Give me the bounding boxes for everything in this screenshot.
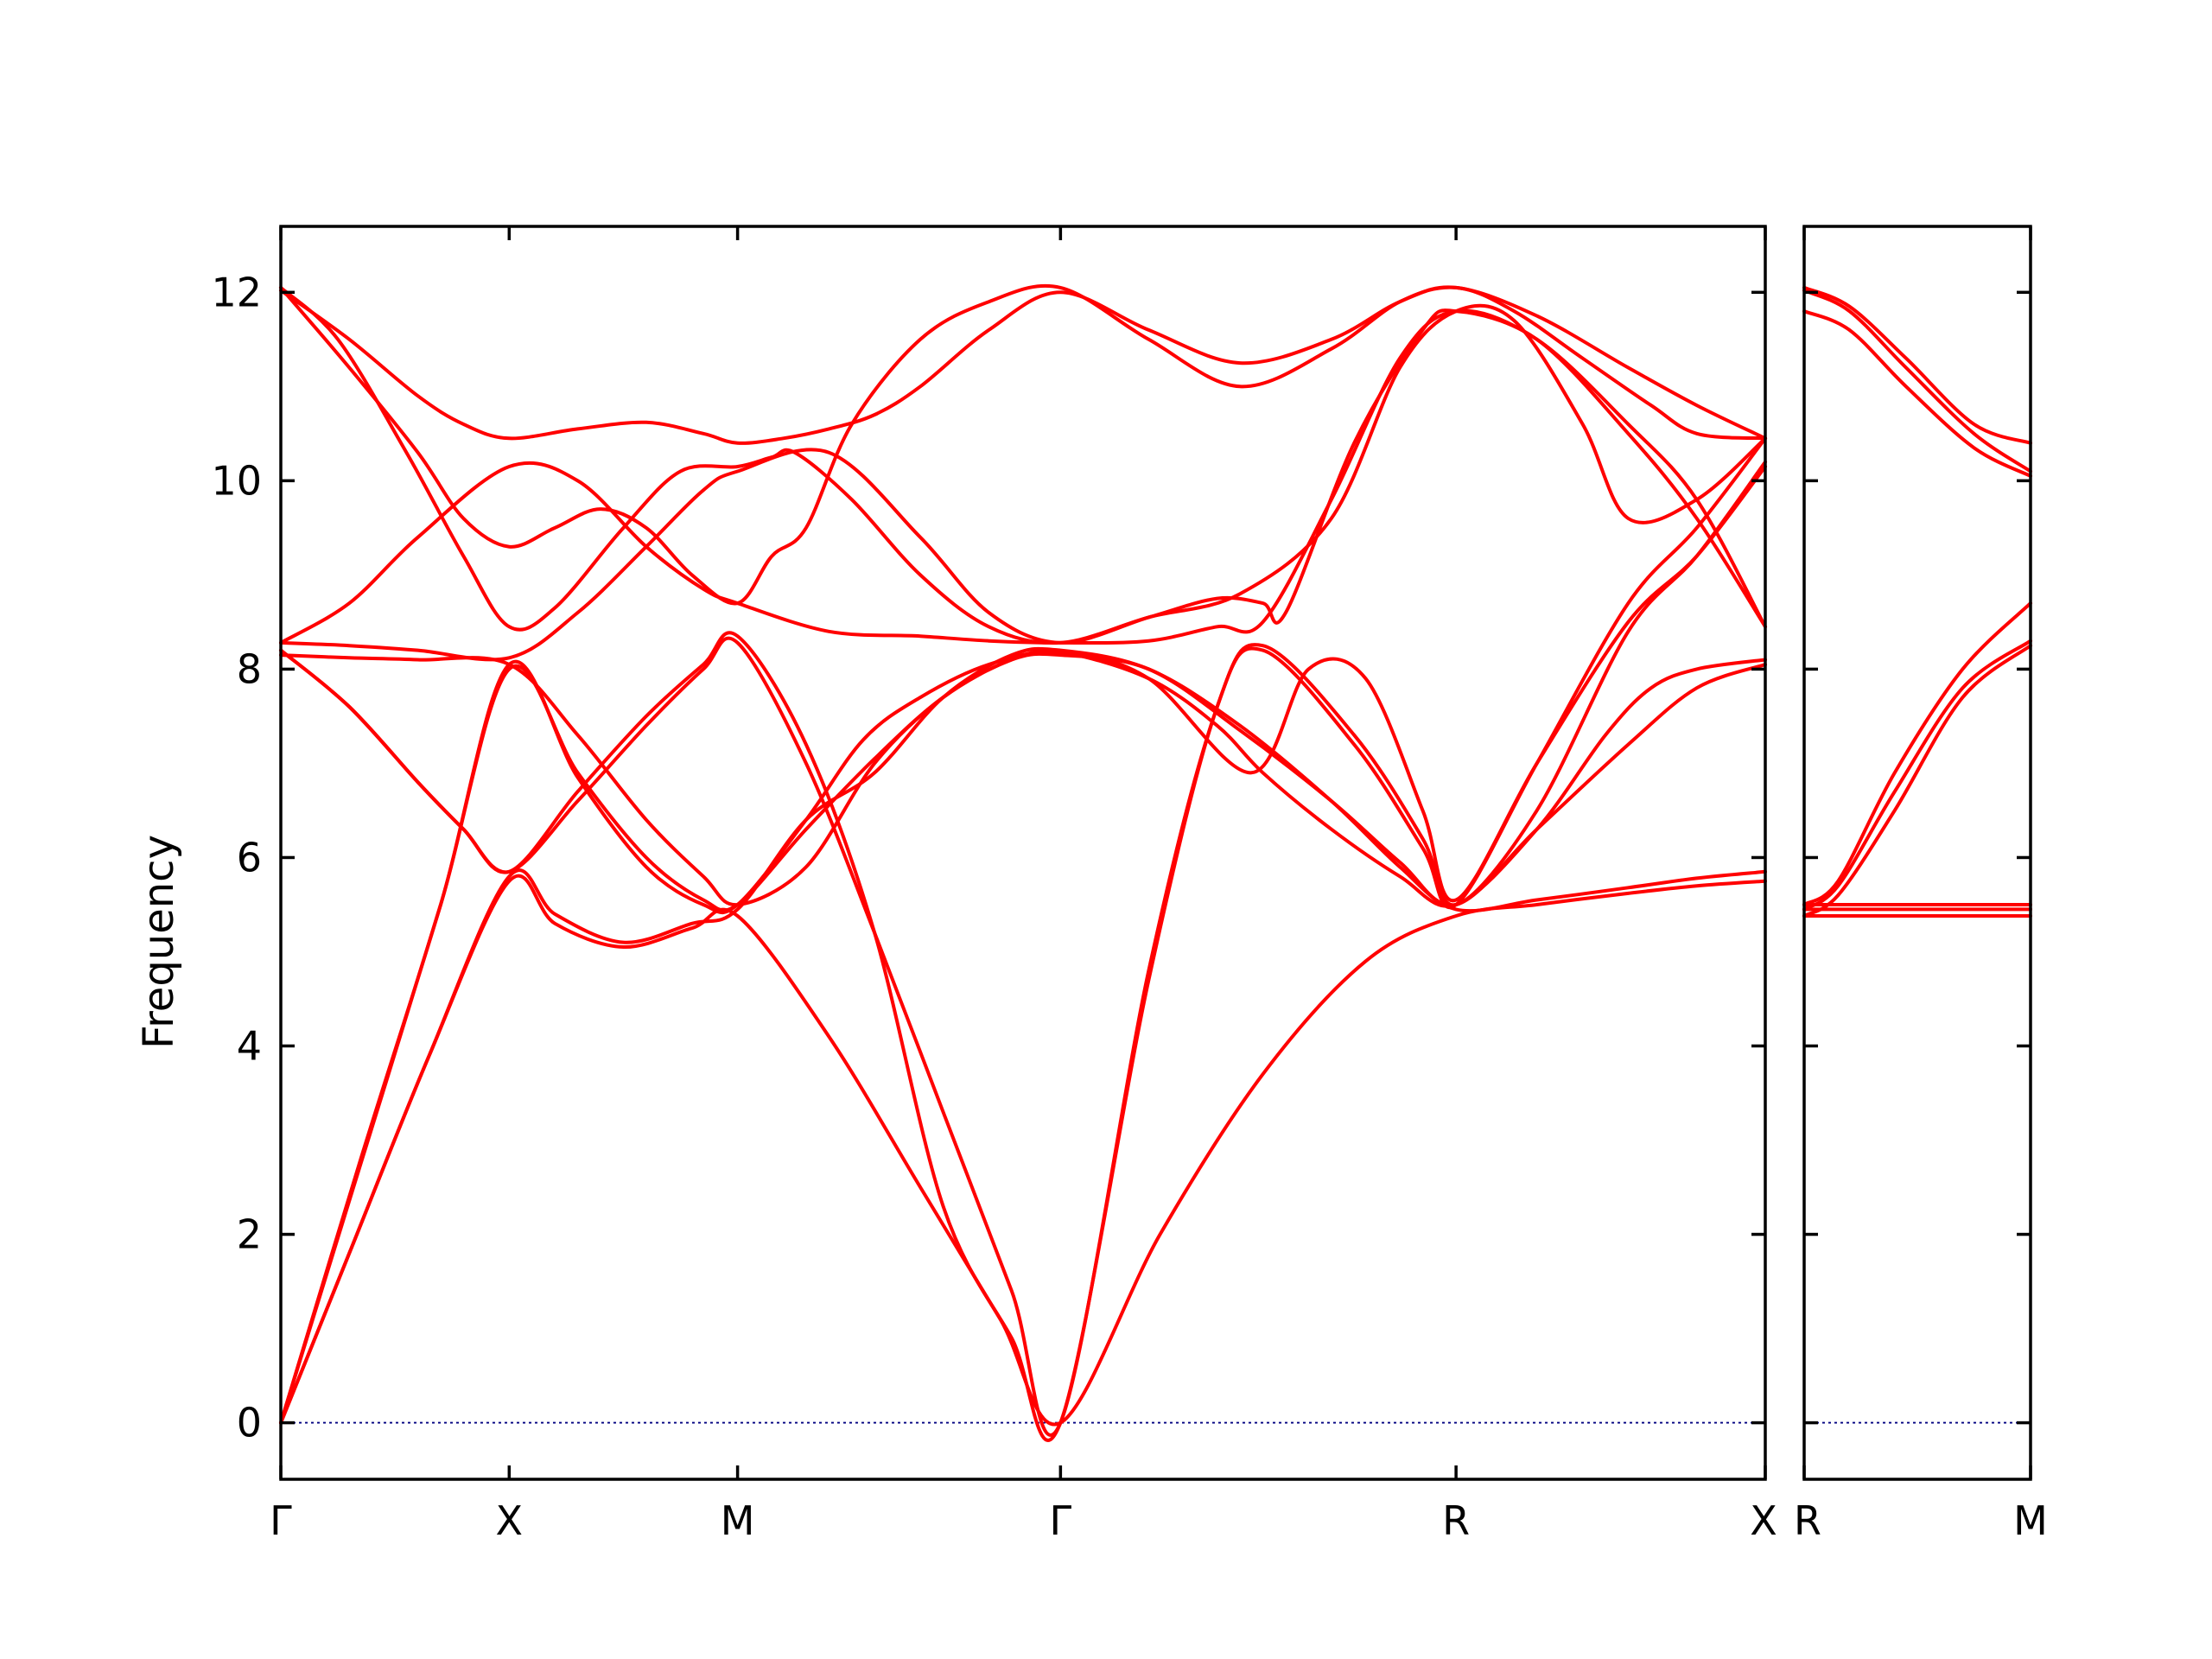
plot-frame-side [1802,225,2032,1481]
x-tick-label: R [1442,1497,1470,1544]
band-line-main-9 [279,308,1767,645]
x-tick-label: X [496,1497,524,1544]
x-tick-label: Γ [1050,1497,1072,1544]
y-axis-label: Frequency [135,835,183,1049]
y-tick-label: 0 [237,1400,262,1446]
band-line-main-6 [279,436,1767,1442]
x-tick-label: M [721,1497,755,1544]
y-tick-label: 2 [237,1211,262,1258]
x-tick-label: R [1794,1497,1821,1544]
band-line-side-8 [1802,309,2032,478]
x-tick-label: X [1750,1497,1777,1544]
y-tick-label: 8 [237,645,262,692]
y-tick-label: 10 [211,457,262,504]
band-line-main-11 [279,283,1767,606]
band-line-side-6 [1802,601,2032,906]
band-line-main-8 [279,308,1767,662]
band-line-main-2 [279,646,1767,1425]
band-line-main-3 [279,652,1767,1425]
band-line-main-5 [279,460,1767,1437]
panel-main: 0 2 4 6 8 10 12 Γ X M Γ R X [211,225,1777,1544]
band-line-side-4 [1802,644,2032,918]
y-axis-title-group: Frequency [135,835,183,1049]
band-line-side-5 [1802,639,2032,912]
x-tick-label: M [2013,1497,2048,1544]
band-line-side-9 [1802,289,2032,474]
band-line-main-10 [279,285,1767,645]
band-line-main-4 [279,465,1767,1425]
band-line-side-7 [1802,285,2032,445]
band-line-main-7 [279,649,1767,908]
x-tick-label: Γ [270,1497,292,1544]
band-line-main-12 [279,285,1767,445]
y-tick-label: 6 [237,834,262,880]
y-tick-label: 4 [237,1022,262,1069]
plot-frame-main [279,225,1767,1481]
y-tick-label: 12 [211,269,262,315]
